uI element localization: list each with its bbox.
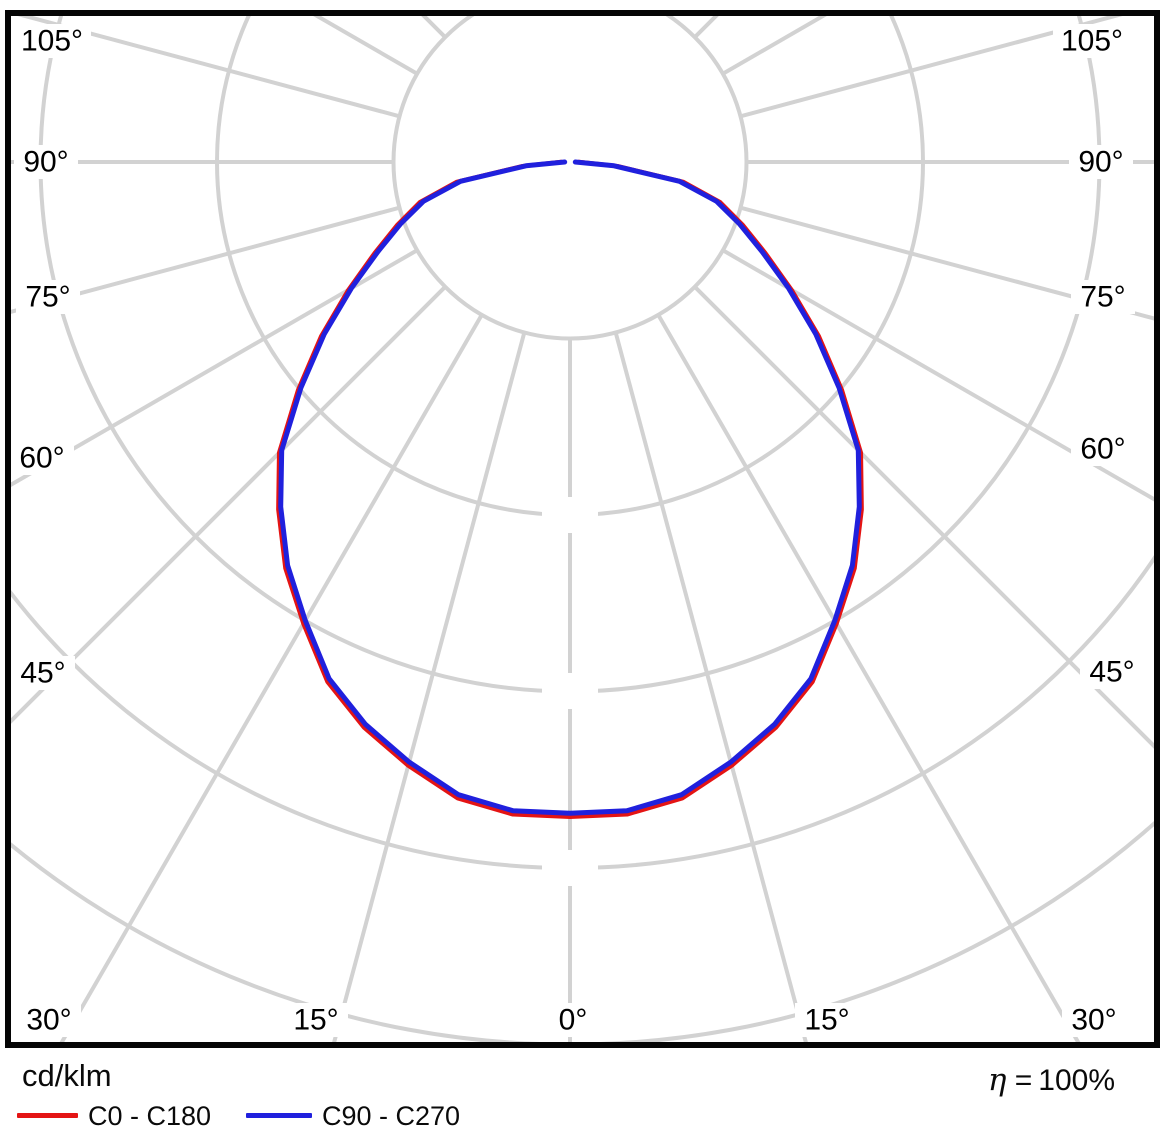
ring-label-gap bbox=[542, 673, 598, 709]
angle-label-bg bbox=[795, 1003, 859, 1037]
legend-swatch-c0-c180 bbox=[17, 1113, 78, 1118]
angle-label-bg bbox=[1069, 145, 1133, 179]
plot-border bbox=[5, 10, 1160, 1048]
angle-label-bg bbox=[14, 145, 78, 179]
grid-ray bbox=[656, 313, 1081, 1042]
units-label: cd/klm bbox=[22, 1058, 112, 1093]
angle-label-bg bbox=[1053, 24, 1131, 58]
angle-label: 75° bbox=[1080, 281, 1125, 314]
efficiency-label: η = 100% bbox=[988, 1062, 1115, 1098]
angle-label-bg bbox=[1071, 432, 1135, 466]
angle-label: 90° bbox=[23, 146, 68, 179]
angle-label: 30° bbox=[26, 1004, 71, 1037]
angle-label: 105° bbox=[1061, 25, 1123, 58]
angle-label: 15° bbox=[293, 1004, 338, 1037]
grid-ring bbox=[11, 554, 1154, 870]
ring-label-gap bbox=[542, 850, 598, 886]
grid-ray bbox=[693, 285, 1154, 749]
angle-label-bg bbox=[550, 1003, 596, 1037]
grid-ray bbox=[721, 248, 1154, 502]
ring-label-gap bbox=[542, 497, 598, 533]
grid-ray bbox=[59, 313, 484, 1042]
grid-ray bbox=[739, 16, 1123, 119]
grid-ray bbox=[613, 331, 808, 1042]
grid-ring bbox=[391, 16, 749, 341]
grid-ray bbox=[0, 0, 482, 9]
angle-label: 60° bbox=[1080, 433, 1125, 466]
c90-c270-curve bbox=[278, 159, 862, 816]
angle-label: 105° bbox=[21, 25, 83, 58]
grid-ray bbox=[11, 248, 419, 488]
grid-ray bbox=[17, 16, 401, 119]
angle-label-bg bbox=[1062, 1003, 1126, 1037]
angle-label: 90° bbox=[1078, 146, 1123, 179]
angle-label-bg bbox=[10, 441, 74, 475]
angle-label: 60° bbox=[19, 442, 64, 475]
legend-label-c90-c270: C90 - C270 bbox=[322, 1101, 461, 1131]
angle-label-bg bbox=[11, 656, 75, 690]
angle-label-bg bbox=[1071, 280, 1135, 314]
angle-label-bg bbox=[13, 24, 91, 58]
eta-symbol: η bbox=[987, 1062, 1007, 1098]
angle-label: 45° bbox=[1089, 656, 1134, 689]
angle-label-bg bbox=[1080, 655, 1144, 689]
legend-swatch-c90-c270 bbox=[246, 1113, 312, 1118]
angle-label: 15° bbox=[804, 1004, 849, 1037]
angle-label: 45° bbox=[20, 657, 65, 690]
angle-label-bg bbox=[284, 1003, 348, 1037]
grid-ray bbox=[739, 205, 1154, 321]
grid-ray bbox=[332, 331, 527, 1042]
angle-label-bg bbox=[16, 280, 80, 314]
grid-ray bbox=[11, 285, 447, 724]
grid-ray bbox=[11, 205, 401, 314]
angle-label: 30° bbox=[1071, 1004, 1116, 1037]
angle-label: 0° bbox=[559, 1004, 588, 1037]
grid-ray bbox=[658, 0, 1164, 9]
angle-label: 75° bbox=[25, 281, 70, 314]
legend-label-c0-c180: C0 - C180 bbox=[88, 1101, 212, 1131]
angle-label-bg bbox=[17, 1003, 81, 1037]
legend: C0 - C180 C90 - C270 bbox=[0, 1100, 1164, 1136]
eta-value: = 100% bbox=[1014, 1064, 1115, 1097]
